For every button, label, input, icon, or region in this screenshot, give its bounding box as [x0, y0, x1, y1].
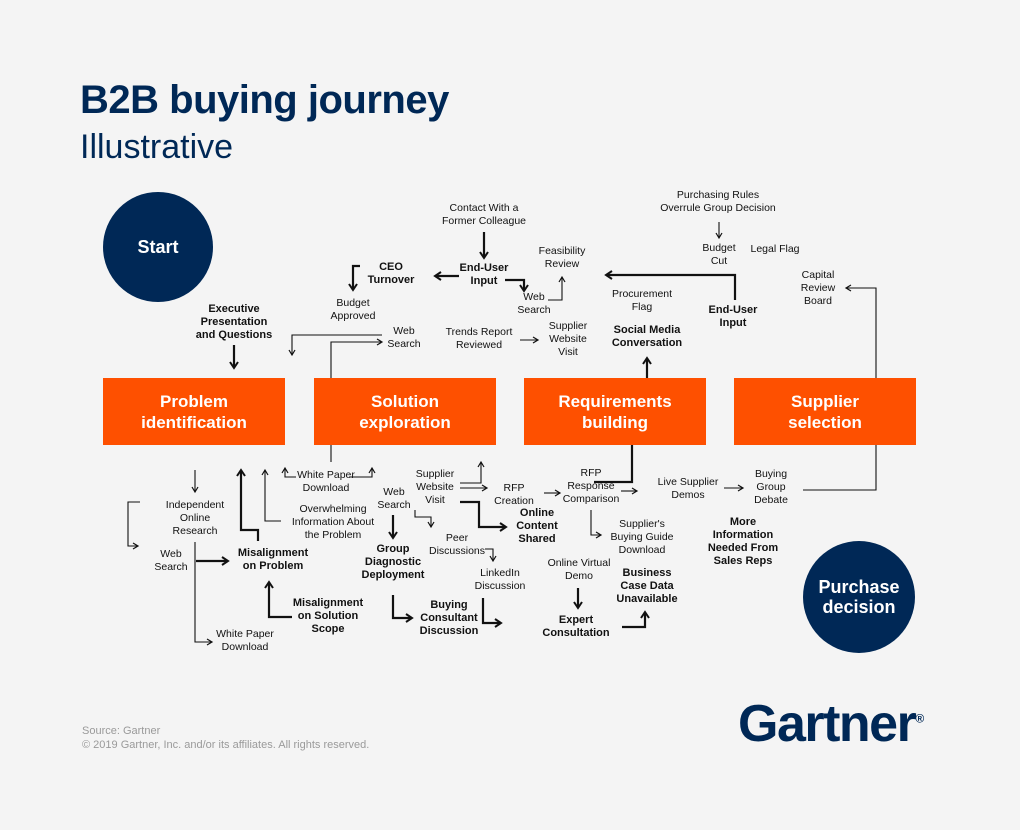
journey-step: Executive Presentation and Questions: [195, 303, 273, 341]
journey-step: Overwhelming Information About the Probl…: [291, 503, 375, 541]
connector-arrow: [548, 275, 566, 301]
connector-arrow: [264, 580, 292, 619]
connector-arrow: [844, 284, 877, 378]
connector-arrow: [505, 278, 529, 293]
journey-step: Legal Flag: [750, 243, 800, 255]
source-note: Source: Gartner: [82, 725, 161, 737]
purchase-decision-circle: Purchase decision: [803, 541, 915, 653]
stage-solution-exploration: Solution exploration: [314, 378, 496, 445]
stage-requirements-building: Requirements building: [524, 378, 706, 445]
journey-step: Supplier's Buying Guide Download: [610, 518, 674, 556]
logo-text: Gartner: [738, 695, 917, 753]
journey-step: Social Media Conversation: [611, 324, 683, 349]
journey-step: Live Supplier Demos: [657, 476, 719, 501]
connector-arrow: [460, 460, 485, 484]
journey-step: Business Case Data Unavailable: [616, 567, 678, 605]
connector-arrow: [604, 270, 737, 300]
journey-step: CEO Turnover: [367, 261, 415, 286]
journey-step: End-User Input: [708, 304, 758, 329]
journey-step: Misalignment on Solution Scope: [292, 597, 364, 635]
journey-step: Web Search: [154, 548, 188, 573]
connector-arrow: [594, 445, 634, 484]
journey-step: RFP Response Comparison: [562, 467, 620, 505]
page-title: B2B buying journey: [80, 78, 449, 122]
journey-step: Online Virtual Demo: [547, 557, 611, 582]
connector-arrow: [349, 466, 376, 478]
connector-arrow: [414, 510, 435, 529]
journey-step: Group Diagnostic Deployment: [361, 543, 425, 581]
journey-step: Web Search: [377, 486, 411, 511]
journey-step: Contact With a Former Colleague: [441, 202, 527, 227]
registered-mark: ®: [915, 711, 925, 726]
journey-step: Supplier Website Visit: [415, 468, 455, 506]
connector-arrow: [261, 468, 281, 522]
journey-step: More Information Needed From Sales Reps: [707, 516, 779, 567]
journey-step: Peer Discussions: [428, 532, 486, 557]
connector-arrow: [281, 466, 296, 478]
journey-step: Procurement Flag: [611, 288, 673, 313]
journey-step: White Paper Download: [216, 628, 274, 653]
connector-arrow: [194, 542, 214, 646]
connector-arrow: [288, 334, 382, 357]
journey-step: Web Search: [387, 325, 421, 350]
connector-arrow: [485, 548, 497, 563]
journey-step: White Paper Download: [297, 469, 355, 494]
connector-arrow: [622, 610, 650, 629]
connector-arrow: [330, 338, 384, 378]
stage-supplier-selection: Supplier selection: [734, 378, 916, 445]
journey-step: Feasibility Review: [538, 245, 586, 270]
journey-step: Supplier Website Visit: [548, 320, 588, 358]
connector-arrow: [590, 510, 603, 539]
journey-step: End-User Input: [459, 262, 509, 287]
start-circle: Start: [103, 192, 213, 302]
connector-arrow: [236, 468, 260, 541]
connector-arrow: [127, 501, 140, 550]
journey-step: RFP Creation: [494, 482, 534, 507]
journey-step: Capital Review Board: [800, 269, 836, 307]
journey-step: Expert Consultation: [542, 614, 610, 639]
journey-step: Buying Group Debate: [754, 468, 788, 506]
connector-arrow: [481, 598, 503, 628]
gartner-logo: Gartner®: [738, 694, 924, 754]
journey-step: Independent Online Research: [165, 499, 225, 537]
copyright-note: © 2019 Gartner, Inc. and/or its affiliat…: [82, 739, 370, 751]
journey-step: Budget Approved: [330, 297, 376, 322]
connector-arrow: [460, 500, 508, 532]
journey-step: Budget Cut: [702, 242, 736, 267]
journey-step: Purchasing Rules Overrule Group Decision: [660, 189, 776, 214]
journey-step: Web Search: [517, 291, 551, 316]
journey-step: Misalignment on Problem: [237, 547, 309, 572]
connector-arrow: [348, 264, 360, 292]
journey-step: Trends Report Reviewed: [445, 326, 513, 351]
stage-problem-identification: Problem identification: [103, 378, 285, 445]
journey-step: Online Content Shared: [516, 507, 558, 545]
connector-arrow: [391, 595, 414, 623]
journey-step: LinkedIn Discussion: [474, 567, 526, 592]
page-subtitle: Illustrative: [80, 128, 234, 166]
connector-arrow: [803, 445, 877, 491]
journey-step: Buying Consultant Discussion: [419, 599, 479, 637]
